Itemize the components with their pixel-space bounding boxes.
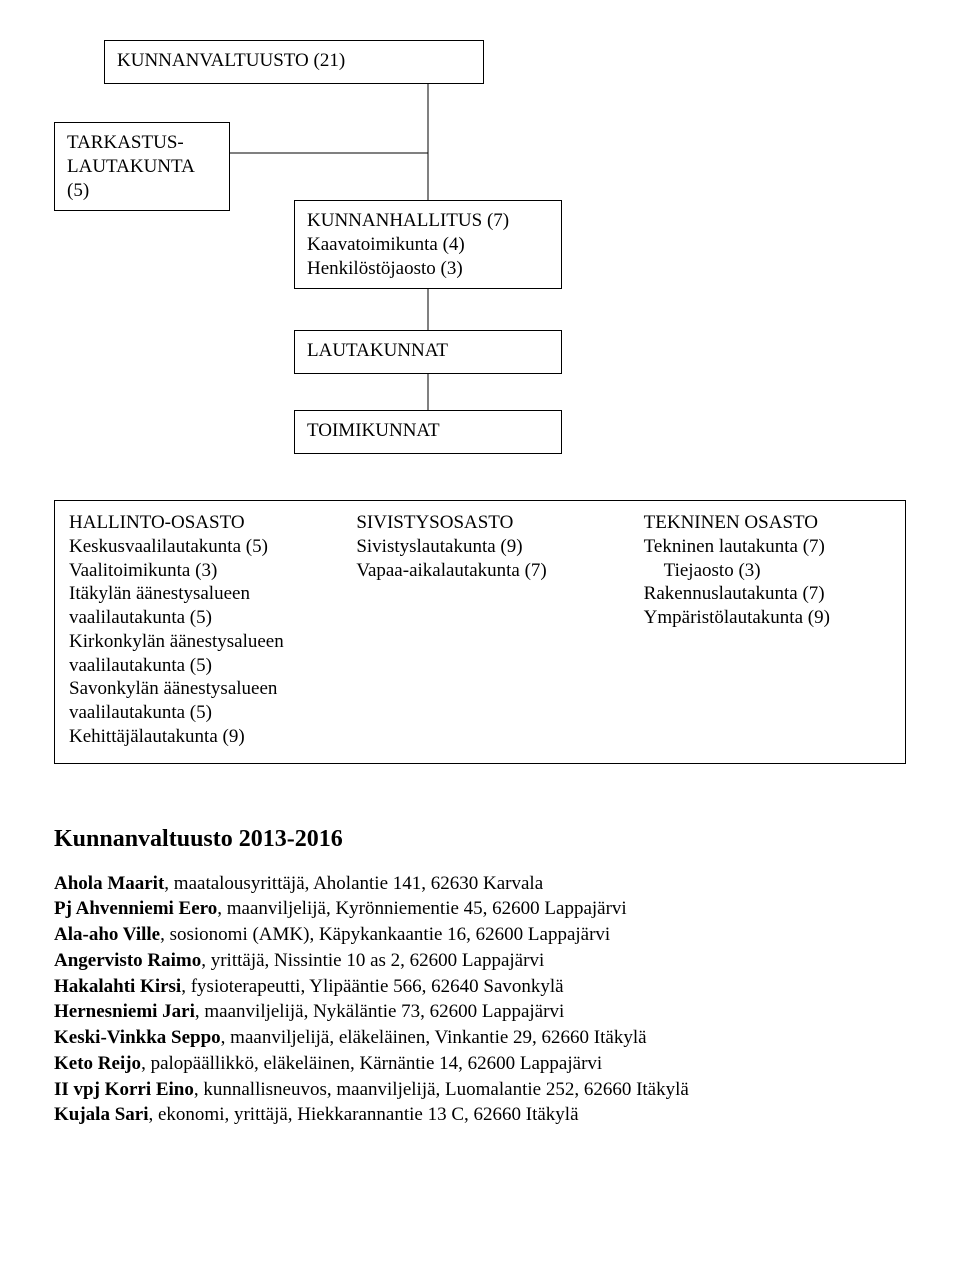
people-list: Ahola Maarit, maatalousyrittäjä, Aholant… bbox=[54, 872, 906, 1128]
col-line: Kirkonkylän äänestysalueen bbox=[69, 630, 316, 654]
person-line: Ahola Maarit, maatalousyrittäjä, Aholant… bbox=[54, 872, 906, 896]
col-line: Keskusvaalilautakunta (5) bbox=[69, 535, 316, 559]
person-detail: , ekonomi, yrittäjä, Hiekkarannantie 13 … bbox=[148, 1104, 578, 1125]
department-columns: HALLINTO-OSASTO Keskusvaalilautakunta (5… bbox=[54, 500, 906, 764]
col-head: SIVISTYSOSASTO bbox=[356, 511, 603, 535]
col-head: HALLINTO-OSASTO bbox=[69, 511, 316, 535]
org-chart: KUNNANVALTUUSTO (21) TARKASTUS- LAUTAKUN… bbox=[54, 40, 906, 460]
col-line: vaalilautakunta (5) bbox=[69, 654, 316, 678]
col-line: Savonkylän äänestysalueen bbox=[69, 677, 316, 701]
col-head: TEKNINEN OSASTO bbox=[644, 511, 891, 535]
col-sivistys: SIVISTYSOSASTO Sivistyslautakunta (9)Vap… bbox=[356, 511, 603, 749]
person-name: Keski-Vinkka Seppo bbox=[54, 1027, 221, 1048]
person-detail: , sosionomi (AMK), Käpykankaantie 16, 62… bbox=[160, 924, 610, 945]
person-name: Hernesniemi Jari bbox=[54, 1001, 195, 1022]
box-text: TOIMIKUNNAT bbox=[307, 420, 440, 441]
person-name: Keto Reijo bbox=[54, 1053, 141, 1074]
col-line: Tekninen lautakunta (7) bbox=[644, 535, 891, 559]
person-detail: , maanviljelijä, Kyrönniementie 45, 6260… bbox=[217, 898, 626, 919]
person-line: Angervisto Raimo, yrittäjä, Nissintie 10… bbox=[54, 949, 906, 973]
col-line: Sivistyslautakunta (9) bbox=[356, 535, 603, 559]
col-line: vaalilautakunta (5) bbox=[69, 606, 316, 630]
person-line: Hernesniemi Jari, maanviljelijä, Nykälän… bbox=[54, 1000, 906, 1024]
box-text-line: Kaavatoimikunta (4) bbox=[307, 233, 549, 257]
person-detail: , palopäällikkö, eläkeläinen, Kärnäntie … bbox=[141, 1053, 602, 1074]
box-kunnanvaltuusto: KUNNANVALTUUSTO (21) bbox=[104, 40, 484, 84]
section-title: Kunnanvaltuusto 2013-2016 bbox=[54, 824, 906, 854]
person-line: Keski-Vinkka Seppo, maanviljelijä, eläke… bbox=[54, 1026, 906, 1050]
person-name: II vpj Korri Eino bbox=[54, 1079, 194, 1100]
person-name: Ala-aho Ville bbox=[54, 924, 160, 945]
col-line: Kehittäjälautakunta (9) bbox=[69, 725, 316, 749]
person-name: Hakalahti Kirsi bbox=[54, 976, 181, 997]
col-line: Vaalitoimikunta (3) bbox=[69, 559, 316, 583]
person-detail: , maatalousyrittäjä, Aholantie 141, 6263… bbox=[164, 873, 543, 894]
person-name: Ahola Maarit bbox=[54, 873, 164, 894]
col-line: Rakennuslautakunta (7) bbox=[644, 582, 891, 606]
box-tarkastuslautakunta: TARKASTUS- LAUTAKUNTA (5) bbox=[54, 122, 230, 211]
col-tekninen: TEKNINEN OSASTO Tekninen lautakunta (7)T… bbox=[644, 511, 891, 749]
person-detail: , kunnallisneuvos, maanviljelijä, Luomal… bbox=[194, 1079, 689, 1100]
box-text-line: Henkilöstöjaosto (3) bbox=[307, 257, 549, 281]
box-text: LAUTAKUNNAT bbox=[307, 340, 448, 361]
box-text-line: TARKASTUS- bbox=[67, 131, 217, 155]
person-detail: , fysioterapeutti, Ylipääntie 566, 62640… bbox=[181, 976, 563, 997]
person-name: Angervisto Raimo bbox=[54, 950, 201, 971]
person-name: Pj Ahvenniemi Eero bbox=[54, 898, 217, 919]
person-detail: , maanviljelijä, Nykäläntie 73, 62600 La… bbox=[195, 1001, 564, 1022]
col-hallinto: HALLINTO-OSASTO Keskusvaalilautakunta (5… bbox=[69, 511, 316, 749]
person-line: Kujala Sari, ekonomi, yrittäjä, Hiekkara… bbox=[54, 1103, 906, 1127]
box-text: KUNNANVALTUUSTO (21) bbox=[117, 50, 345, 71]
box-text-line: KUNNANHALLITUS (7) bbox=[307, 209, 549, 233]
person-line: II vpj Korri Eino, kunnallisneuvos, maan… bbox=[54, 1078, 906, 1102]
person-line: Ala-aho Ville, sosionomi (AMK), Käpykank… bbox=[54, 923, 906, 947]
person-detail: , yrittäjä, Nissintie 10 as 2, 62600 Lap… bbox=[201, 950, 544, 971]
col-line: Vapaa-aikalautakunta (7) bbox=[356, 559, 603, 583]
col-line: Ympäristölautakunta (9) bbox=[644, 606, 891, 630]
col-line: Itäkylän äänestysalueen bbox=[69, 582, 316, 606]
person-detail: , maanviljelijä, eläkeläinen, Vinkantie … bbox=[221, 1027, 647, 1048]
box-kunnanhallitus: KUNNANHALLITUS (7) Kaavatoimikunta (4) H… bbox=[294, 200, 562, 289]
box-lautakunnat: LAUTAKUNNAT bbox=[294, 330, 562, 374]
box-toimikunnat: TOIMIKUNNAT bbox=[294, 410, 562, 454]
col-line: Tiejaosto (3) bbox=[664, 559, 891, 583]
person-name: Kujala Sari bbox=[54, 1104, 148, 1125]
person-line: Hakalahti Kirsi, fysioterapeutti, Ylipää… bbox=[54, 975, 906, 999]
person-line: Pj Ahvenniemi Eero, maanviljelijä, Kyrön… bbox=[54, 897, 906, 921]
person-line: Keto Reijo, palopäällikkö, eläkeläinen, … bbox=[54, 1052, 906, 1076]
col-line: vaalilautakunta (5) bbox=[69, 701, 316, 725]
box-text-line: LAUTAKUNTA (5) bbox=[67, 155, 217, 203]
